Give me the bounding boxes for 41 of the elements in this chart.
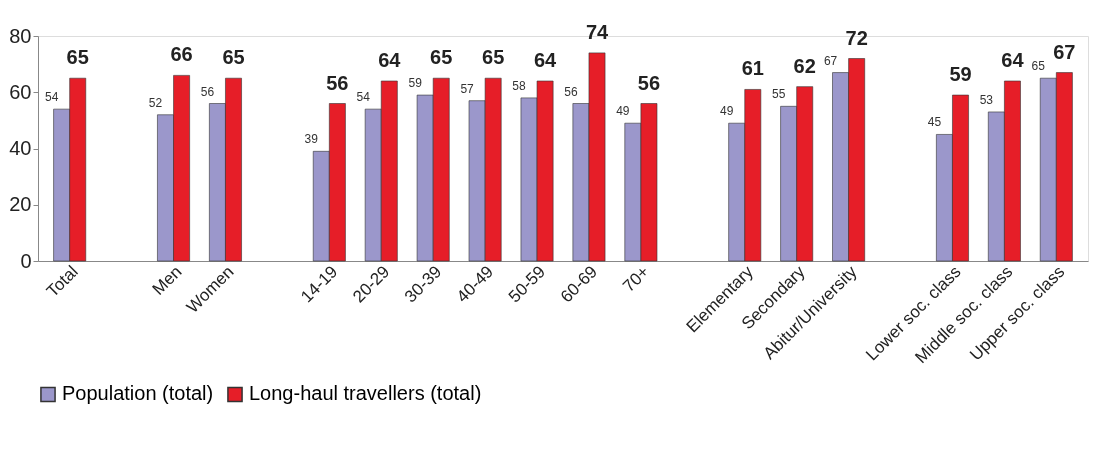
data-label: 54 xyxy=(356,90,371,105)
data-label: 49 xyxy=(616,104,630,119)
data-label: 57 xyxy=(460,81,475,96)
legend-label: Population (total) xyxy=(62,382,214,405)
x-tick-label: 70+ xyxy=(619,262,653,296)
legend-label: Long-haul travellers (total) xyxy=(249,382,482,405)
data-label: 59 xyxy=(949,63,972,86)
y-tick-label: 80 xyxy=(9,24,32,47)
data-label: 56 xyxy=(637,71,661,94)
data-label: 54 xyxy=(44,90,59,105)
data-label: 67 xyxy=(1053,40,1076,63)
data-label: 61 xyxy=(741,57,764,80)
data-label: 56 xyxy=(326,71,349,94)
data-label: 62 xyxy=(793,54,816,77)
data-label: 53 xyxy=(979,92,994,107)
data-label: 64 xyxy=(533,49,558,71)
data-label: 65 xyxy=(482,46,505,69)
y-tick-label: 0 xyxy=(20,249,32,272)
y-tick-label: 20 xyxy=(9,193,32,216)
data-label: 74 xyxy=(585,20,610,43)
data-label: 56 xyxy=(564,84,578,99)
data-label: 59 xyxy=(408,76,423,91)
data-label: 56 xyxy=(200,84,215,99)
data-label: 65 xyxy=(430,46,453,69)
data-label: 58 xyxy=(512,78,526,93)
data-label: 49 xyxy=(720,104,734,119)
data-label: 64 xyxy=(1001,49,1025,71)
data-label: 72 xyxy=(845,26,868,49)
y-tick-label: 60 xyxy=(9,80,32,103)
data-label: 64 xyxy=(378,49,402,71)
data-label: 65 xyxy=(1031,59,1046,74)
data-label: 52 xyxy=(148,95,163,110)
data-label: 55 xyxy=(771,87,786,102)
data-label: 45 xyxy=(927,115,942,130)
y-tick-label: 40 xyxy=(9,137,32,159)
data-label: 39 xyxy=(304,132,319,147)
x-tick-label: Men xyxy=(148,262,186,299)
data-label: 67 xyxy=(823,53,838,68)
data-label: 65 xyxy=(222,46,245,69)
data-label: 65 xyxy=(66,46,89,69)
data-label: 66 xyxy=(170,43,193,66)
